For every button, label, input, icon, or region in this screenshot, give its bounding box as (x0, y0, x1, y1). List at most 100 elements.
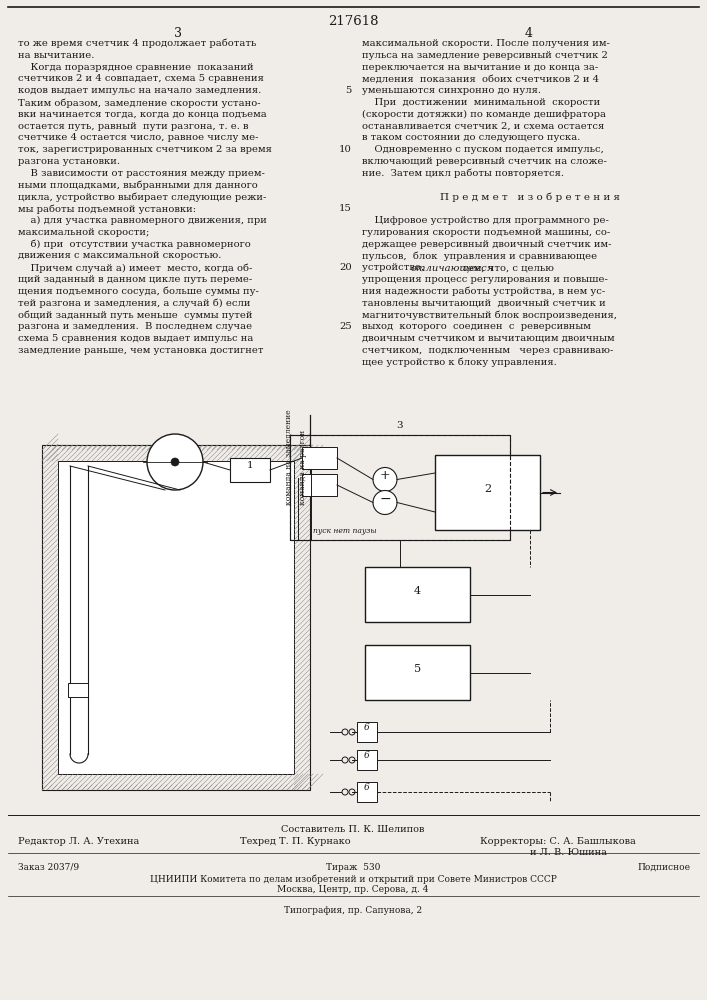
Text: включающий реверсивный счетчик на сложе-: включающий реверсивный счетчик на сложе- (362, 157, 607, 166)
Text: то же время счетчик 4 продолжает работать: то же время счетчик 4 продолжает работат… (18, 39, 257, 48)
Circle shape (349, 757, 355, 763)
Text: разгона установки.: разгона установки. (18, 157, 120, 166)
Text: 6: 6 (364, 784, 370, 792)
Circle shape (349, 789, 355, 795)
Text: команда на замедление: команда на замедление (285, 409, 293, 505)
Text: в таком состоянии до следующего пуска.: в таком состоянии до следующего пуска. (362, 133, 580, 142)
Bar (230, 458, 270, 482)
Bar (42, 445, 310, 790)
Text: Цифровое устройство для программного ре-: Цифровое устройство для программного ре- (362, 216, 609, 225)
Text: максимальной скорости;: максимальной скорости; (18, 228, 149, 237)
Text: счетчике 4 остается число, равное числу ме-: счетчике 4 остается число, равное числу … (18, 133, 259, 142)
Text: тей разгона и замедления, а случай б) если: тей разгона и замедления, а случай б) ес… (18, 299, 250, 308)
Text: ние.  Затем цикл работы повторяется.: ние. Затем цикл работы повторяется. (362, 169, 564, 178)
Text: Типография, пр. Сапунова, 2: Типография, пр. Сапунова, 2 (284, 906, 422, 915)
Text: разгона и замедления.  В последнем случае: разгона и замедления. В последнем случае (18, 322, 252, 331)
Bar (357, 782, 377, 802)
Text: Корректоры: С. А. Башлыкова: Корректоры: С. А. Башлыкова (480, 837, 636, 846)
Text: мы работы подъемной установки:: мы работы подъемной установки: (18, 204, 196, 214)
Text: +: + (380, 469, 390, 482)
Text: Причем случай а) имеет  место, когда об-: Причем случай а) имеет место, когда об- (18, 263, 252, 273)
Text: выход  которого  соединен  с  реверсивным: выход которого соединен с реверсивным (362, 322, 591, 331)
Text: щее устройство к блоку управления.: щее устройство к блоку управления. (362, 358, 556, 367)
Text: двоичным счетчиком и вычитающим двоичным: двоичным счетчиком и вычитающим двоичным (362, 334, 614, 343)
Text: −: − (379, 491, 391, 506)
Text: 3: 3 (174, 27, 182, 40)
Text: 4: 4 (525, 27, 533, 40)
Text: медления  показания  обоих счетчиков 2 и 4: медления показания обоих счетчиков 2 и 4 (362, 74, 599, 83)
Text: При  достижении  минимальной  скорости: При достижении минимальной скорости (362, 98, 600, 107)
Text: и Л. В. Юшина: и Л. В. Юшина (530, 848, 607, 857)
Bar (302, 474, 337, 496)
Text: 6: 6 (364, 724, 370, 732)
Bar (58, 461, 294, 774)
Circle shape (342, 729, 348, 735)
Text: Одновременно с пуском подается импульс,: Одновременно с пуском подается импульс, (362, 145, 604, 154)
Bar (357, 722, 377, 742)
Text: цикла, устройство выбирает следующие режи-: цикла, устройство выбирает следующие реж… (18, 192, 267, 202)
Text: Когда поразрядное сравнение  показаний: Когда поразрядное сравнение показаний (18, 63, 254, 72)
Text: 4: 4 (414, 585, 421, 595)
Text: кодов выдает импульс на начало замедления.: кодов выдает импульс на начало замедлени… (18, 86, 262, 95)
Text: щий заданный в данном цикле путь переме-: щий заданный в данном цикле путь переме- (18, 275, 252, 284)
Text: тем, что, с целью: тем, что, с целью (460, 263, 554, 272)
Text: вки начинается тогда, когда до конца подъема: вки начинается тогда, когда до конца под… (18, 110, 267, 119)
Bar (365, 645, 470, 700)
Text: 20: 20 (339, 263, 352, 272)
Text: 6: 6 (364, 752, 370, 760)
Text: на вычитание.: на вычитание. (18, 51, 94, 60)
Circle shape (349, 729, 355, 735)
Text: 3: 3 (397, 421, 403, 430)
Text: 1: 1 (247, 462, 253, 471)
Bar (302, 447, 337, 469)
Text: 5: 5 (414, 664, 421, 674)
Text: щения подъемного сосуда, больше суммы пу-: щения подъемного сосуда, больше суммы пу… (18, 287, 259, 296)
Text: команда на разгон: команда на разгон (299, 430, 307, 505)
Text: ния надежности работы устройства, в нем ус-: ния надежности работы устройства, в нем … (362, 287, 605, 296)
Text: счетчиков 2 и 4 совпадает, схема 5 сравнения: счетчиков 2 и 4 совпадает, схема 5 сравн… (18, 74, 264, 83)
Circle shape (342, 789, 348, 795)
Text: Техред Т. П. Курнако: Техред Т. П. Курнако (240, 837, 351, 846)
Text: Москва, Центр, пр. Серова, д. 4: Москва, Центр, пр. Серова, д. 4 (277, 885, 428, 894)
Text: 2: 2 (484, 484, 491, 493)
Text: 5: 5 (346, 86, 352, 95)
Text: переключается на вычитание и до конца за-: переключается на вычитание и до конца за… (362, 63, 598, 72)
Circle shape (171, 458, 179, 466)
Text: Редактор Л. А. Утехина: Редактор Л. А. Утехина (18, 837, 139, 846)
Bar (68, 683, 88, 697)
Text: а) для участка равномерного движения, при: а) для участка равномерного движения, пр… (18, 216, 267, 225)
Bar (365, 567, 470, 622)
Text: замедление раньше, чем установка достигнет: замедление раньше, чем установка достигн… (18, 346, 264, 355)
Text: Тираж  530: Тираж 530 (326, 863, 380, 872)
Text: гулирования скорости подъемной машины, со-: гулирования скорости подъемной машины, с… (362, 228, 610, 237)
Circle shape (147, 434, 203, 490)
Text: максимальной скорости. После получения им-: максимальной скорости. После получения и… (362, 39, 610, 48)
Text: Составитель П. К. Шелипов: Составитель П. К. Шелипов (281, 825, 425, 834)
Text: б) при  отсутствии участка равномерного: б) при отсутствии участка равномерного (18, 240, 251, 249)
Text: Таким образом, замедление скорости устано-: Таким образом, замедление скорости устан… (18, 98, 261, 107)
Text: общий заданный путь меньше  суммы путей: общий заданный путь меньше суммы путей (18, 310, 252, 320)
Text: устройство,: устройство, (362, 263, 427, 272)
Circle shape (373, 468, 397, 491)
Text: держащее реверсивный двоичный счетчик им-: держащее реверсивный двоичный счетчик им… (362, 240, 612, 249)
Text: Подписное: Подписное (637, 863, 690, 872)
Text: упрощения процесс регулирования и повыше-: упрощения процесс регулирования и повыше… (362, 275, 608, 284)
Text: 25: 25 (339, 322, 352, 331)
Text: В зависимости от расстояния между прием-: В зависимости от расстояния между прием- (18, 169, 265, 178)
Text: тановлены вычитающий  двоичный счетчик и: тановлены вычитающий двоичный счетчик и (362, 299, 606, 308)
Text: пуск нет паузы: пуск нет паузы (313, 527, 377, 535)
Text: отличающееся: отличающееся (411, 263, 494, 272)
Bar (357, 750, 377, 770)
Text: 15: 15 (339, 204, 352, 213)
Circle shape (342, 757, 348, 763)
Bar (290, 435, 510, 540)
Text: 217618: 217618 (328, 15, 378, 28)
Text: ЦНИИПИ Комитета по делам изобретений и открытий при Совете Министров СССР: ЦНИИПИ Комитета по делам изобретений и о… (150, 874, 556, 884)
Text: уменьшаются синхронно до нуля.: уменьшаются синхронно до нуля. (362, 86, 541, 95)
Bar (290, 435, 510, 540)
Bar (435, 455, 540, 530)
Text: пульсов,  блок  управления и сравнивающее: пульсов, блок управления и сравнивающее (362, 251, 597, 261)
Text: пульса на замедление реверсивный счетчик 2: пульса на замедление реверсивный счетчик… (362, 51, 608, 60)
Circle shape (373, 490, 397, 514)
Text: П р е д м е т   и з о б р е т е н и я: П р е д м е т и з о б р е т е н и я (440, 192, 620, 202)
